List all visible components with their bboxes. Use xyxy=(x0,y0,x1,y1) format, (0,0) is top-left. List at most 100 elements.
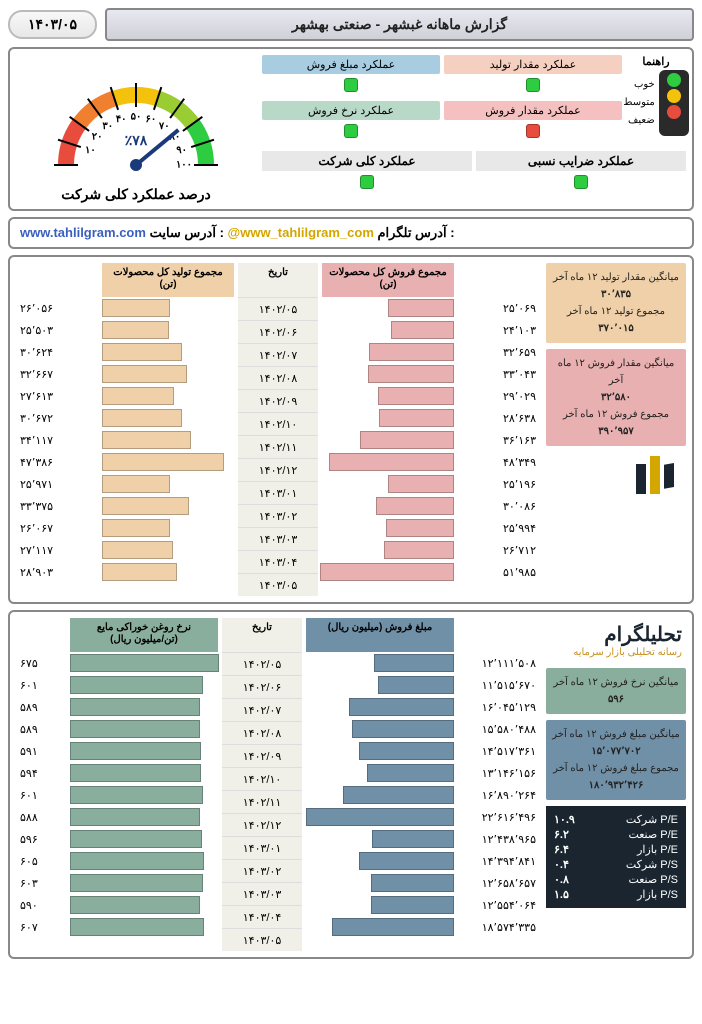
gauge-label: درصد عملکرد کلی شرکت xyxy=(16,186,256,203)
table-bar xyxy=(102,473,234,495)
table-bar xyxy=(70,916,218,938)
table-value: ۳۶٬۱۶۳ xyxy=(458,429,540,451)
report-title: گزارش ماهانه غبشهر - صنعتی بهشهر xyxy=(105,8,694,41)
table-bar xyxy=(70,696,218,718)
table-value: ۲۵٬۱۹۶ xyxy=(458,473,540,495)
table-value: ۲۸٬۶۳۸ xyxy=(458,407,540,429)
table-date: ۱۴۰۳/۰۳ xyxy=(238,527,318,550)
table-bar xyxy=(102,341,234,363)
svg-text:۴۰: ۴۰ xyxy=(116,114,127,125)
table-bar xyxy=(322,429,454,451)
site-link[interactable]: www.tahlilgram.com xyxy=(20,225,146,240)
table-value: ۵۹۰ xyxy=(16,894,66,916)
table-bar xyxy=(102,561,234,583)
ratio-row: P/E بازار۶.۴ xyxy=(550,842,682,857)
table-value: ۵۹۱ xyxy=(16,740,66,762)
column-header: مجموع فروش کل محصولات (تن) xyxy=(322,263,454,297)
table-value: ۲۷٬۱۱۷ xyxy=(16,539,98,561)
table-value: ۲۷٬۶۱۳ xyxy=(16,385,98,407)
table-value: ۲۴٬۱۰۳ xyxy=(458,319,540,341)
logo-text: تحلیلگرام رسانه تحلیلی بازار سرمایه xyxy=(546,618,686,662)
table-date: ۱۴۰۲/۱۱ xyxy=(222,790,302,813)
status-light xyxy=(344,78,358,92)
table-date: ۱۴۰۳/۰۱ xyxy=(238,481,318,504)
svg-text:۹۰: ۹۰ xyxy=(176,145,187,156)
ratio-row: P/S شرکت۰.۴ xyxy=(550,857,682,872)
table-bar xyxy=(70,850,218,872)
logo xyxy=(546,452,686,505)
svg-text:۶۰: ۶۰ xyxy=(145,114,156,125)
sales-stats-box: میانگین مقدار فروش ۱۲ ماه آخر۳۲٬۵۸۰مجموع… xyxy=(546,349,686,446)
table-bar xyxy=(102,407,234,429)
status-light xyxy=(526,124,540,138)
table-bar xyxy=(102,451,234,473)
table-bar xyxy=(70,784,218,806)
status-light xyxy=(344,124,358,138)
table-value: ۳۰٬۰۸۶ xyxy=(458,495,540,517)
table-value: ۱۴٬۳۹۴٬۸۴۱ xyxy=(458,850,540,872)
table-value: ۱۲٬۱۱۱٬۵۰۸ xyxy=(458,652,540,674)
table-value: ۱۸٬۵۷۴٬۳۳۵ xyxy=(458,916,540,938)
table-value: ۳۲٬۶۶۷ xyxy=(16,363,98,385)
table-bar xyxy=(306,762,454,784)
table-bar xyxy=(102,319,234,341)
table-date: ۱۴۰۳/۰۱ xyxy=(222,836,302,859)
guide-label: راهنما xyxy=(642,55,669,68)
table-value: ۵۸۹ xyxy=(16,696,66,718)
table-date: ۱۴۰۲/۰۵ xyxy=(222,652,302,675)
table-date: ۱۴۰۲/۱۰ xyxy=(222,767,302,790)
legend-levels: خوبمتوسطضعیف xyxy=(623,76,654,130)
table-bar xyxy=(322,407,454,429)
table-bar xyxy=(322,495,454,517)
table-value: ۲۶٬۰۶۷ xyxy=(16,517,98,539)
column-header: مجموع تولید کل محصولات (تن) xyxy=(102,263,234,297)
table-bar xyxy=(306,674,454,696)
table-bar xyxy=(306,850,454,872)
amount-stats-box: میانگین مبلغ فروش ۱۲ ماه آخر۱۵٬۰۷۷٬۷۰۲مج… xyxy=(546,720,686,800)
relative-perf-label: عملکرد ضرایب نسبی xyxy=(476,151,686,171)
report-date: ۱۴۰۳/۰۵ xyxy=(8,10,97,39)
table-value: ۱۶٬۸۹۰٬۲۶۴ xyxy=(458,784,540,806)
table-date: ۱۴۰۲/۰۷ xyxy=(222,698,302,721)
table-value: ۲۸٬۹۰۳ xyxy=(16,561,98,583)
table-date: ۱۴۰۲/۰۹ xyxy=(222,744,302,767)
table-bar xyxy=(70,894,218,916)
table-value: ۱۵٬۵۸۰٬۴۸۸ xyxy=(458,718,540,740)
table-bar xyxy=(306,828,454,850)
table-value: ۶۰۱ xyxy=(16,784,66,806)
table-bar xyxy=(70,718,218,740)
table-bar xyxy=(322,341,454,363)
table-date: ۱۴۰۳/۰۲ xyxy=(222,859,302,882)
table-date: ۱۴۰۲/۰۹ xyxy=(238,389,318,412)
table-value: ۳۳٬۳۷۵ xyxy=(16,495,98,517)
table-bar xyxy=(322,297,454,319)
table-bar xyxy=(322,363,454,385)
metric-label: عملکرد مقدار فروش xyxy=(444,101,622,120)
table-value: ۲۵٬۹۷۱ xyxy=(16,473,98,495)
table-value: ۶۰۷ xyxy=(16,916,66,938)
status-light xyxy=(526,78,540,92)
overall-perf-light xyxy=(360,175,374,189)
ratio-row: P/E شرکت۱۰.۹ xyxy=(550,812,682,827)
table-date: ۱۴۰۲/۰۶ xyxy=(238,320,318,343)
rate-stats-box: میانگین نرخ فروش ۱۲ ماه آخر۵۹۶ xyxy=(546,668,686,714)
table-date: ۱۴۰۲/۱۰ xyxy=(238,412,318,435)
table-bar xyxy=(70,872,218,894)
table-bar xyxy=(306,652,454,674)
telegram-link[interactable]: @www_tahlilgram_com xyxy=(228,225,374,240)
table-date: ۱۴۰۲/۰۸ xyxy=(222,721,302,744)
table-value: ۲۵٬۵۰۳ xyxy=(16,319,98,341)
table-value: ۳۴٬۱۱۷ xyxy=(16,429,98,451)
table-bar xyxy=(102,517,234,539)
svg-text:۳۰: ۳۰ xyxy=(102,121,113,132)
table-bar xyxy=(306,718,454,740)
metric-label: عملکرد مبلغ فروش xyxy=(262,55,440,74)
ratio-row: P/E صنعت۶.۲ xyxy=(550,827,682,842)
table-date: ۱۴۰۳/۰۵ xyxy=(222,928,302,951)
table-value: ۵۸۸ xyxy=(16,806,66,828)
table-value: ۲۲٬۶۱۶٬۴۹۶ xyxy=(458,806,540,828)
ratio-row: P/S صنعت۰.۸ xyxy=(550,872,682,887)
table-date: ۱۴۰۳/۰۳ xyxy=(222,882,302,905)
svg-text:۵۰: ۵۰ xyxy=(131,112,142,123)
table-value: ۱۶٬۰۴۵٬۱۲۹ xyxy=(458,696,540,718)
